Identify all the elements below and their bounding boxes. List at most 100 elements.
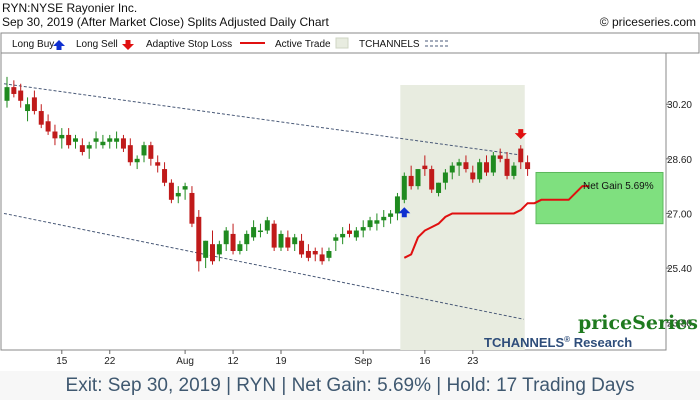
candle — [285, 230, 291, 251]
candle — [155, 155, 161, 173]
candle — [299, 233, 305, 258]
candle — [367, 216, 373, 231]
candle — [100, 134, 106, 149]
candle — [422, 155, 428, 176]
candle — [210, 230, 215, 265]
legend: Long Buy Long Sell Adaptive Stop Loss Ac… — [0, 32, 700, 54]
candle-body — [251, 227, 257, 238]
legend-long-buy-label: Long Buy — [12, 39, 54, 50]
candle — [470, 165, 476, 183]
x-tick-label: 19 — [275, 356, 287, 367]
candle-body — [18, 90, 24, 101]
candle-body — [175, 192, 181, 197]
candle-body — [86, 145, 92, 149]
candle-body — [470, 172, 476, 180]
candle-body — [100, 141, 106, 146]
stop-loss-line — [403, 185, 590, 259]
candle-body — [31, 97, 37, 112]
watermark: priceSeries TCHANNELS® Research — [484, 312, 698, 350]
candle — [381, 210, 387, 228]
stock-chart: Long Buy Long Sell Adaptive Stop Loss Ac… — [0, 32, 700, 367]
candle — [18, 83, 24, 108]
legend-long-sell-label: Long Sell — [76, 39, 118, 50]
x-tick-label: 12 — [227, 356, 239, 367]
x-tick-label: Sep — [354, 356, 372, 367]
candle — [388, 210, 394, 224]
x-tick-label: 22 — [104, 356, 116, 367]
candle-body — [127, 145, 133, 163]
candle-body — [45, 121, 51, 132]
x-tick-label: 15 — [56, 356, 68, 367]
candle — [271, 220, 277, 251]
candle — [484, 155, 489, 176]
candle-body — [442, 172, 448, 183]
y-axis-ticks: 30.20 28.60 27.00 25.40 23.80 — [666, 100, 692, 330]
candle — [203, 240, 209, 269]
candle — [93, 131, 99, 149]
candle — [52, 124, 58, 146]
candle — [278, 230, 284, 251]
candle-body — [374, 220, 380, 224]
candle — [127, 138, 133, 166]
candle — [251, 220, 257, 241]
candle — [45, 114, 51, 135]
candle-body — [25, 104, 31, 112]
candle-body — [408, 175, 414, 187]
candle-body — [504, 158, 510, 176]
candle — [189, 186, 195, 228]
candle — [463, 155, 469, 173]
legend-active-trade-label: Active Trade — [275, 39, 331, 50]
net-gain-box — [535, 171, 664, 225]
candle-body — [107, 138, 113, 142]
tchannels — [3, 83, 524, 320]
candle-body — [93, 138, 99, 142]
candle — [449, 162, 455, 180]
candle-body — [463, 162, 469, 170]
sell-arrow-icon — [122, 40, 134, 50]
candle — [305, 244, 311, 262]
candle-body — [360, 227, 366, 231]
candle — [223, 227, 229, 251]
candle — [168, 179, 174, 204]
candle-body — [497, 155, 503, 159]
candle-body — [168, 182, 174, 200]
candle — [408, 165, 414, 190]
candle — [477, 158, 483, 183]
tchannel-upper-line — [3, 83, 524, 156]
candle-body — [333, 237, 339, 241]
net-gain-bar — [535, 171, 664, 225]
candle — [66, 128, 72, 149]
candle-body — [477, 162, 483, 180]
candle — [326, 247, 332, 262]
candle-body — [4, 87, 10, 101]
legend-tchannels-label: TCHANNELS — [359, 39, 420, 50]
candle — [196, 210, 202, 272]
chart-subtitle: Sep 30, 2019 (After Market Close) Splits… — [2, 15, 329, 29]
candle-body — [401, 175, 407, 200]
candle — [497, 148, 503, 163]
candle — [86, 141, 92, 159]
candle-body — [312, 251, 318, 255]
candle-body — [182, 186, 188, 190]
x-tick-label: 23 — [467, 356, 479, 367]
candle-body — [422, 165, 428, 170]
x-tick-label: Aug — [176, 356, 194, 367]
candle-body — [257, 230, 263, 233]
candle — [59, 128, 65, 149]
candle — [525, 155, 531, 176]
tchannel-lower-line — [3, 212, 524, 320]
chart-title: RYN:NYSE Rayonier Inc. — [2, 1, 138, 15]
candle — [175, 186, 181, 204]
active-trade-swatch — [335, 37, 349, 49]
candle-body — [216, 244, 222, 255]
candle-body — [11, 87, 17, 94]
candle-body — [203, 240, 209, 258]
candle-body — [449, 165, 455, 173]
candle-body — [148, 145, 154, 159]
candle — [25, 97, 31, 122]
candle-body — [38, 111, 44, 125]
candle-body — [347, 230, 352, 234]
active-trade-band — [400, 85, 525, 350]
candle-body — [264, 220, 270, 231]
candle-body — [210, 244, 215, 262]
